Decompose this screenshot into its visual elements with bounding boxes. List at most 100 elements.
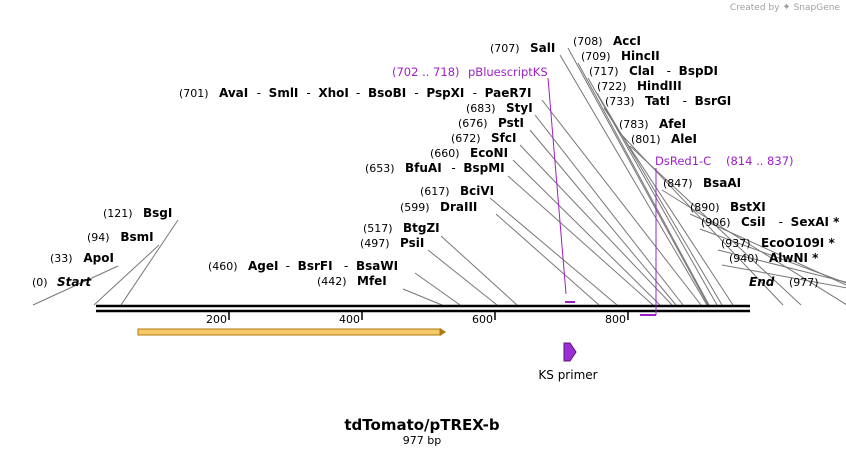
site-leader-styi: [534, 114, 684, 306]
site-bsmi[interactable]: (94) BsmI: [87, 230, 154, 244]
site-position: (121): [103, 207, 133, 220]
enzyme-name: BfuAI: [405, 161, 442, 175]
site-separator: -: [344, 259, 348, 273]
site-alwni[interactable]: (940) AlwNI *: [729, 251, 819, 265]
site-mfei[interactable]: (442) MfeI: [317, 274, 387, 288]
ruler-ticks: 200 400 600 800: [206, 312, 629, 326]
site-afei[interactable]: (783) AfeI: [619, 117, 686, 131]
orf-body: [137, 328, 441, 336]
site-leader-draiii: [495, 213, 600, 306]
snapgene-credit: Created by ✦ SnapGene: [730, 2, 840, 13]
site-bstxi[interactable]: (890) BstXI: [690, 200, 766, 214]
feature-range-pbluescriptks: (702 .. 718): [392, 65, 460, 79]
site-sali[interactable]: (707) SalI: [490, 41, 555, 55]
start-text: Start: [57, 275, 92, 289]
primer-arrow-icon: [563, 342, 577, 362]
enzyme-name: PsiI: [400, 236, 424, 250]
site-econi[interactable]: (660) EcoNI: [430, 146, 508, 160]
feature-leader-pbluescriptks: [547, 77, 567, 295]
start-label: (0) Start: [32, 275, 92, 289]
enzyme-name: BtgZI: [403, 221, 440, 235]
site-position: (937): [721, 237, 751, 250]
site-btgzi[interactable]: (517) BtgZI: [363, 221, 440, 235]
site-draiii[interactable]: (599) DraIII: [400, 200, 477, 214]
feature-dsred1-c[interactable]: DsRed1-C (814 .. 837): [640, 154, 794, 316]
enzyme-name: BsrGI: [695, 94, 732, 108]
tick-label-400: 400: [339, 313, 360, 326]
site-clai[interactable]: (717) ClaI - BspDI: [589, 64, 718, 78]
site-leader-bfuai: [507, 175, 654, 306]
site-position: (783): [619, 118, 649, 131]
site-hindiii[interactable]: (722) HindIII: [597, 79, 682, 93]
site-leader-econi: [512, 159, 661, 306]
site-leader-clai: [587, 77, 718, 306]
site-leader-bcivi: [489, 197, 618, 306]
site-bsgi[interactable]: (121) BsgI: [103, 206, 172, 220]
feature-name-dsred1-c: DsRed1-C: [655, 154, 711, 168]
site-leader-bstxi: [689, 213, 846, 286]
enzyme-name: TatI: [645, 94, 670, 108]
site-position: (801): [631, 133, 661, 146]
site-position: (709): [581, 50, 611, 63]
site-position: (707): [490, 42, 520, 55]
site-ecoo109i[interactable]: (937) EcoO109I *: [721, 236, 835, 250]
enzyme-name: AgeI: [248, 259, 278, 273]
site-styi[interactable]: (683) StyI: [466, 101, 533, 115]
site-leader-hincii: [577, 62, 710, 306]
site-hincii[interactable]: (709) HincII: [581, 49, 660, 63]
site-leader-sfci: [519, 144, 673, 306]
enzyme-name: XhoI: [318, 86, 349, 100]
enzyme-name: AfeI: [659, 117, 686, 131]
site-tati[interactable]: (733) TatI - BsrGI: [605, 94, 731, 108]
tick-label-200: 200: [206, 313, 227, 326]
site-position: (660): [430, 147, 460, 160]
tick-label-600: 600: [472, 313, 493, 326]
site-psti[interactable]: (676) PstI: [458, 116, 524, 130]
site-psii[interactable]: (497) PsiI: [360, 236, 424, 250]
enzyme-name: BsrFI: [298, 259, 333, 273]
primer-label: KS primer: [538, 368, 597, 382]
site-bcivi[interactable]: (617) BciVI: [420, 184, 494, 198]
enzyme-name: PaeR7I: [485, 86, 532, 100]
site-csii[interactable]: (906) CsiI - SexAI *: [701, 215, 840, 229]
enzyme-name: PspXI: [426, 86, 464, 100]
site-alei[interactable]: (801) AleI: [631, 132, 697, 146]
site-leader-bsaai: [661, 189, 846, 305]
end-label: End (977): [749, 275, 819, 289]
orf-arrow[interactable]: [137, 328, 446, 336]
site-separator: -: [286, 259, 290, 273]
enzyme-name: BstXI: [730, 200, 766, 214]
enzyme-name: SexAI *: [791, 215, 840, 229]
enzyme-name: HindIII: [637, 79, 682, 93]
site-leader-bsmi: [93, 244, 160, 306]
enzyme-name: AvaI: [219, 86, 248, 100]
site-bfuai[interactable]: (653) BfuAI - BspMI: [365, 161, 505, 175]
site-position: (890): [690, 201, 720, 214]
site-leader-bsgi: [120, 219, 179, 306]
site-bsaai[interactable]: (847) BsaAI: [663, 176, 741, 190]
site-sfci[interactable]: (672) SfcI: [451, 131, 516, 145]
site-leader-apoi: [32, 265, 119, 306]
site-leader-agei: [414, 272, 461, 306]
site-position: (717): [589, 65, 619, 78]
enzyme-name: CsiI: [741, 215, 766, 229]
site-position: (676): [458, 117, 488, 130]
site-agei[interactable]: (460) AgeI - BsrFI - BsaWI: [208, 259, 398, 273]
ks-primer[interactable]: KS primer: [538, 342, 598, 382]
site-avai[interactable]: (701) AvaI - SmlI - XhoI - BsoBI - PspXI - PaeR7I: [179, 86, 531, 100]
feature-pbluescriptks[interactable]: (702 .. 718) pBluescriptKS: [392, 65, 575, 303]
restriction-site-labels: (33) ApoI (94) BsmI (121) BsgI (442) MfeI (460) A…: [50, 34, 840, 288]
site-leader-tati: [603, 107, 734, 306]
site-position: (672): [451, 132, 481, 145]
snapgene-logo-icon: ✦: [782, 2, 791, 13]
site-position: (701): [179, 87, 209, 100]
orf-arrowhead-icon: [440, 328, 446, 336]
enzyme-name: BsmI: [120, 230, 153, 244]
site-position: (708): [573, 35, 603, 48]
site-acci[interactable]: (708) AccI: [573, 34, 641, 48]
site-separator: -: [667, 64, 671, 78]
site-apoi[interactable]: (33) ApoI: [50, 251, 114, 265]
site-separator: -: [779, 215, 783, 229]
enzyme-name: PstI: [498, 116, 524, 130]
enzyme-name: BspMI: [463, 161, 504, 175]
